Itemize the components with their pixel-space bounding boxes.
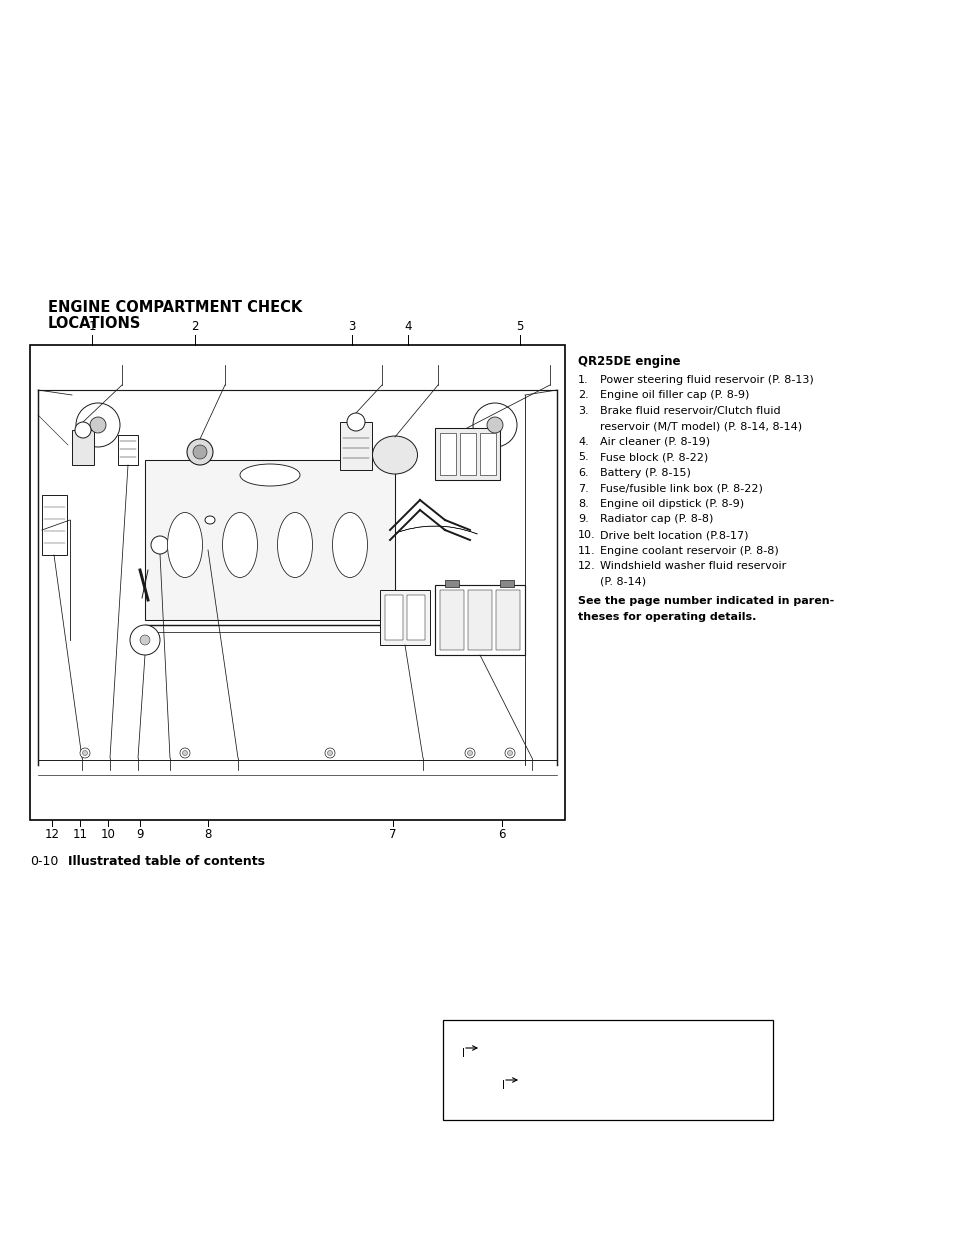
Bar [379, 590, 430, 645]
Bar [42, 495, 67, 555]
Text: 12: 12 [45, 827, 59, 841]
Text: 4: 4 [404, 320, 412, 333]
Text: Radiator cap (P. 8-8): Radiator cap (P. 8-8) [599, 515, 713, 525]
Text: ENGINE COMPARTMENT CHECK: ENGINE COMPARTMENT CHECK [48, 300, 302, 315]
Bar [435, 585, 524, 655]
Text: reservoir (M/T model) (P. 8-14, 8-14): reservoir (M/T model) (P. 8-14, 8-14) [599, 421, 801, 431]
Circle shape [193, 445, 207, 459]
Text: Engine oil filler cap (P. 8-9): Engine oil filler cap (P. 8-9) [599, 390, 749, 400]
Text: 1.: 1. [578, 375, 588, 385]
Bar [118, 435, 138, 466]
Text: Power steering fluid reservoir (P. 8-13): Power steering fluid reservoir (P. 8-13) [599, 375, 813, 385]
Text: 6: 6 [497, 827, 505, 841]
Text: 4.: 4. [578, 437, 588, 447]
Circle shape [486, 417, 502, 433]
Ellipse shape [277, 513, 313, 578]
Text: Battery (P. 8-15): Battery (P. 8-15) [599, 468, 690, 478]
Bar [435, 429, 499, 480]
Text: Drive belt location (P.8-17): Drive belt location (P.8-17) [599, 530, 748, 540]
Bar [479, 433, 496, 475]
Text: Brake fluid reservoir/Clutch fluid: Brake fluid reservoir/Clutch fluid [599, 406, 780, 416]
Text: Engine coolant reservoir (P. 8-8): Engine coolant reservoir (P. 8-8) [599, 546, 778, 556]
Text: 9: 9 [136, 827, 144, 841]
Text: (P. 8-14): (P. 8-14) [599, 577, 645, 587]
Bar [444, 580, 458, 587]
Text: 5: 5 [516, 320, 523, 333]
Circle shape [504, 748, 515, 758]
Text: Fuse/fusible link box (P. 8-22): Fuse/fusible link box (P. 8-22) [599, 483, 762, 494]
Text: 5.: 5. [578, 452, 588, 462]
Ellipse shape [240, 464, 299, 487]
Ellipse shape [222, 513, 257, 578]
Text: theses for operating details.: theses for operating details. [578, 611, 756, 621]
Circle shape [325, 748, 335, 758]
Circle shape [76, 403, 120, 447]
Text: 0-10: 0-10 [30, 855, 58, 868]
Circle shape [80, 748, 90, 758]
Circle shape [82, 751, 88, 756]
Text: 2: 2 [191, 320, 198, 333]
Bar [496, 590, 519, 650]
Text: 6.: 6. [578, 468, 588, 478]
Circle shape [467, 751, 472, 756]
Ellipse shape [168, 513, 202, 578]
Circle shape [464, 748, 475, 758]
Circle shape [180, 748, 190, 758]
Bar [145, 459, 395, 620]
Text: 2.: 2. [578, 390, 588, 400]
Bar [439, 590, 463, 650]
Text: 7.: 7. [578, 483, 588, 494]
Text: Illustrated table of contents: Illustrated table of contents [68, 855, 265, 868]
Text: See the page number indicated in paren-: See the page number indicated in paren- [578, 597, 833, 606]
Text: 12.: 12. [578, 561, 595, 571]
Text: Windshield washer fluid reservoir: Windshield washer fluid reservoir [599, 561, 785, 571]
FancyArrowPatch shape [392, 526, 476, 534]
Circle shape [187, 438, 213, 466]
Text: 3: 3 [348, 320, 355, 333]
Bar [30, 345, 564, 820]
Text: Air cleaner (P. 8-19): Air cleaner (P. 8-19) [599, 437, 709, 447]
Circle shape [507, 751, 512, 756]
Text: QR25DE engine: QR25DE engine [578, 354, 679, 368]
Text: 1: 1 [89, 320, 95, 333]
Circle shape [473, 403, 517, 447]
Bar [339, 422, 372, 471]
Ellipse shape [372, 436, 417, 474]
Text: 10.: 10. [578, 530, 595, 540]
Circle shape [182, 751, 188, 756]
Text: LOCATIONS: LOCATIONS [48, 316, 141, 331]
Circle shape [140, 635, 150, 645]
Ellipse shape [333, 513, 367, 578]
Ellipse shape [205, 516, 214, 524]
Bar [442, 1020, 772, 1120]
Bar [407, 595, 424, 640]
Text: Fuse block (P. 8-22): Fuse block (P. 8-22) [599, 452, 707, 462]
Circle shape [90, 417, 106, 433]
Circle shape [151, 536, 169, 555]
Circle shape [347, 412, 365, 431]
Bar [385, 595, 402, 640]
Text: 8: 8 [204, 827, 212, 841]
Text: 11: 11 [72, 827, 88, 841]
Circle shape [327, 751, 333, 756]
Bar [499, 580, 514, 587]
Text: Engine oil dipstick (P. 8-9): Engine oil dipstick (P. 8-9) [599, 499, 743, 509]
Circle shape [130, 625, 160, 655]
Text: 3.: 3. [578, 406, 588, 416]
Circle shape [75, 422, 91, 438]
Bar [468, 590, 492, 650]
Text: 10: 10 [100, 827, 115, 841]
Bar [459, 433, 476, 475]
Text: 11.: 11. [578, 546, 595, 556]
Bar [439, 433, 456, 475]
Bar [71, 430, 94, 466]
Text: 9.: 9. [578, 515, 588, 525]
Text: 7: 7 [389, 827, 396, 841]
Text: 8.: 8. [578, 499, 588, 509]
